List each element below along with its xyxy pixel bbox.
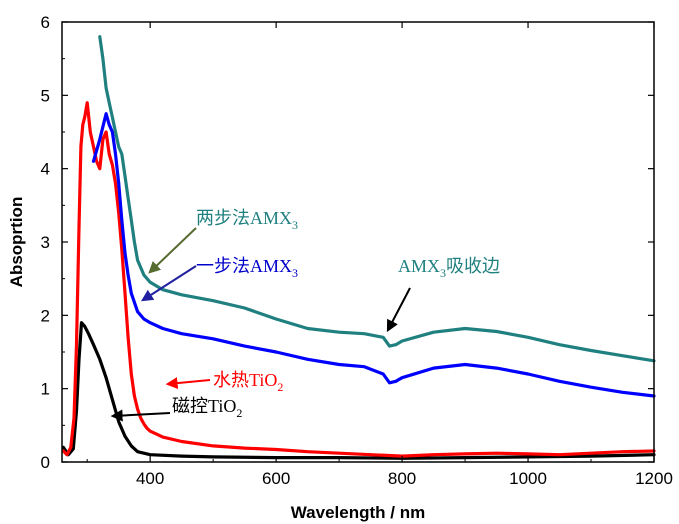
y-tick-label: 4 [41, 160, 50, 179]
x-tick-label: 1000 [509, 469, 547, 488]
arrow-edge [386, 287, 411, 333]
series-line-teal [98, 35, 656, 363]
annotation-arrows [110, 227, 411, 422]
annotation-edge: AMX3吸收边 [398, 256, 500, 280]
arrow-red [165, 377, 211, 390]
y-tick-label: 2 [41, 306, 50, 325]
annotation-red: 水热TiO2 [213, 370, 283, 394]
series-line-black [61, 321, 656, 460]
x-axis-title: Wavelength / nm [291, 503, 425, 522]
series-layer [61, 35, 656, 460]
annotation-edge-main: AMX [398, 256, 440, 276]
plot-frame [61, 21, 655, 463]
annotation-black-main: 磁控TiO [172, 396, 236, 416]
arrow-black [110, 409, 171, 422]
x-tick-label: 800 [388, 469, 416, 488]
series-line-blue [91, 112, 656, 398]
y-tick-label: 6 [41, 13, 50, 32]
annotation-black: 磁控TiO2 [172, 396, 242, 420]
annotation-teal: 两步法AMX3 [196, 208, 298, 232]
arrow-blue [140, 265, 197, 302]
y-axis-title: Absoprtion [7, 197, 26, 288]
annotation-black-sub: 2 [236, 406, 242, 420]
y-tick-label: 1 [41, 380, 50, 399]
x-tick-label: 400 [136, 469, 164, 488]
annotation-teal-sub: 3 [292, 218, 298, 232]
annotation-blue-main: 一步法AMX [196, 256, 292, 276]
annotation-edge-suffix: 吸收边 [446, 256, 500, 276]
annotation-blue-sub: 3 [292, 266, 298, 280]
series-line-red [61, 101, 656, 458]
annotation-blue: 一步法AMX3 [196, 256, 298, 280]
arrow-teal [148, 227, 197, 274]
y-tick-label: 0 [41, 453, 50, 472]
x-tick-label: 600 [262, 469, 290, 488]
annotation-teal-main: 两步法AMX [196, 208, 292, 228]
annotation-edge-sub: 3 [440, 266, 446, 280]
annotation-red-main: 水热TiO [213, 370, 277, 390]
x-tick-label: 1200 [635, 469, 673, 488]
ticks-layer: 400 600 800 1000 1200 0 1 2 3 4 5 6 [41, 13, 673, 488]
y-tick-label: 5 [41, 86, 50, 105]
annotation-red-sub: 2 [277, 380, 283, 394]
y-tick-label: 3 [41, 233, 50, 252]
